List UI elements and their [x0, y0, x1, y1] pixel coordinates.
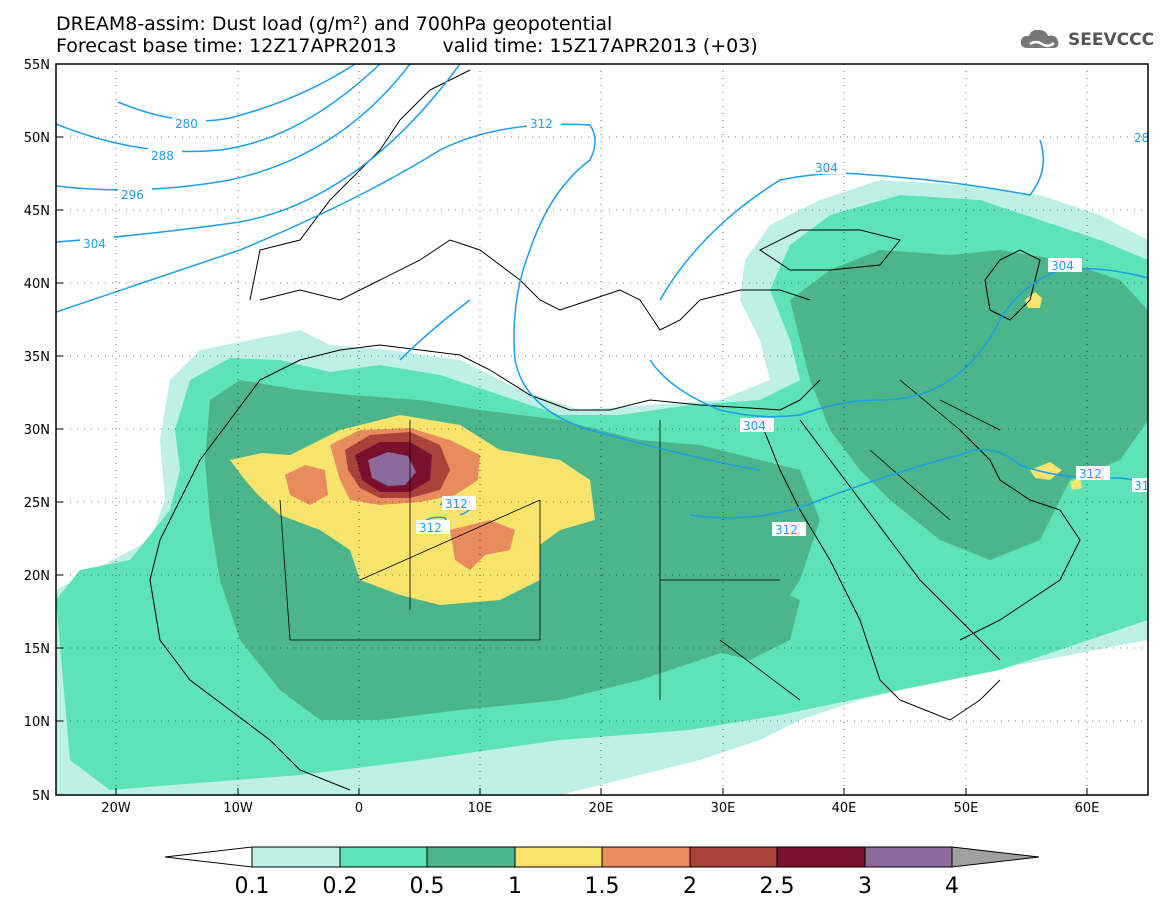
dust-level-0.5-east [790, 250, 1148, 560]
svg-text:304: 304 [1051, 259, 1074, 273]
contour-label: 296 [118, 187, 152, 202]
svg-text:304: 304 [83, 237, 106, 251]
north-africa-coast [199, 344, 821, 461]
logo-text: SEEVCCC [1068, 30, 1155, 50]
contour-label: 28 [1134, 131, 1149, 145]
contour-label: 312 [442, 496, 476, 511]
valid-time: valid time: 15Z17APR2013 (+03) [442, 35, 758, 57]
lat-tick-label: 10N [24, 715, 50, 730]
borders [279, 379, 1001, 701]
base-time: Forecast base time: 12Z17APR2013 [56, 35, 397, 57]
dust-level-1 [230, 415, 595, 605]
lat-tick-label: 45N [24, 204, 50, 219]
contour-296 [56, 64, 411, 191]
cloud-icon [1020, 29, 1059, 48]
contour-label: 312 [1076, 466, 1110, 481]
gridlines [56, 64, 1148, 795]
geopotential-contours [56, 64, 1148, 533]
svg-text:288: 288 [151, 149, 174, 163]
dust-fields [56, 180, 1148, 795]
contour-label: 304 [80, 236, 114, 251]
lat-tick-label: 40N [24, 277, 50, 292]
horn-africa [899, 679, 1001, 721]
lon-tick-label: 10E [468, 801, 493, 816]
contour-labels: 280 288 296 304 312 304 304 304 312 312 … [80, 116, 1149, 537]
lat-tick-label: 15N [24, 642, 50, 657]
contour-label: 312 [772, 522, 806, 537]
map-title: DREAM8-assim: Dust load (g/m²) and 700hP… [56, 13, 613, 35]
lat-tick-label: 30N [24, 423, 50, 438]
dust-level-3 [368, 452, 416, 486]
lat-tick-label: 35N [24, 350, 50, 365]
lon-tick-label: 40E [832, 801, 857, 816]
svg-text:296: 296 [121, 188, 144, 202]
tick-marks [56, 136, 1088, 795]
lat-tick-label: 50N [24, 131, 50, 146]
lon-tick-label: 0 [355, 801, 363, 816]
lat-tick-label: 20N [24, 569, 50, 584]
svg-text:312: 312 [775, 523, 798, 537]
dust-level-1.5-b [285, 465, 515, 570]
contour-label: 312 [527, 116, 561, 131]
contour-304-nw [56, 64, 461, 243]
lon-tick-label: 20W [101, 801, 131, 816]
contour-288 [56, 64, 381, 153]
svg-text:280: 280 [175, 117, 198, 131]
red-sea [759, 419, 1001, 701]
lon-tick-label: 50E [954, 801, 979, 816]
contour-label: 304 [812, 160, 846, 175]
caspian [984, 249, 1041, 321]
svg-text:312: 312 [530, 117, 553, 131]
contour-label: 280 [172, 116, 206, 131]
svg-text:31: 31 [1134, 479, 1149, 493]
contour-label: 304 [1048, 258, 1082, 273]
svg-text:304: 304 [743, 419, 766, 433]
svg-text:312: 312 [1079, 467, 1102, 481]
black-sea [759, 229, 901, 271]
lon-tick-label: 60E [1075, 801, 1100, 816]
contour-label: 288 [148, 148, 182, 163]
contour-312-nw [56, 123, 761, 471]
dust-level-0.5-south [700, 580, 800, 660]
svg-text:312: 312 [445, 497, 468, 511]
lon-labels: 20W 10W 0 10E 20E 30E 40E 50E 60E [101, 801, 1099, 816]
contour-label: 312 [416, 520, 450, 535]
west-africa-coast [149, 459, 351, 791]
svg-text:312: 312 [419, 521, 442, 535]
coastlines [149, 69, 1081, 791]
lon-tick-label: 30E [711, 801, 736, 816]
dust-level-1-east [1025, 292, 1082, 490]
lat-tick-label: 25N [24, 496, 50, 511]
lat-labels: 55N 50N 45N 40N 35N 30N 25N 20N 15N 10N … [24, 58, 50, 804]
contour-label: 304 [740, 418, 774, 433]
lat-tick-label: 55N [24, 58, 50, 73]
svg-text:304: 304 [815, 161, 838, 175]
seevccc-logo: SEEVCCC [1018, 26, 1154, 54]
europe-coast [249, 69, 811, 331]
lon-tick-label: 20E [589, 801, 614, 816]
contour-280 [117, 64, 356, 122]
lat-tick-label: 5N [32, 789, 50, 804]
time-line: Forecast base time: 12Z17APR2013 valid ti… [56, 36, 758, 56]
lon-tick-label: 10W [223, 801, 253, 816]
contour-312-east [689, 448, 1148, 519]
svg-text:28: 28 [1134, 131, 1149, 145]
arabia-coast [959, 429, 1081, 641]
contour-label: 31 [1132, 478, 1149, 493]
